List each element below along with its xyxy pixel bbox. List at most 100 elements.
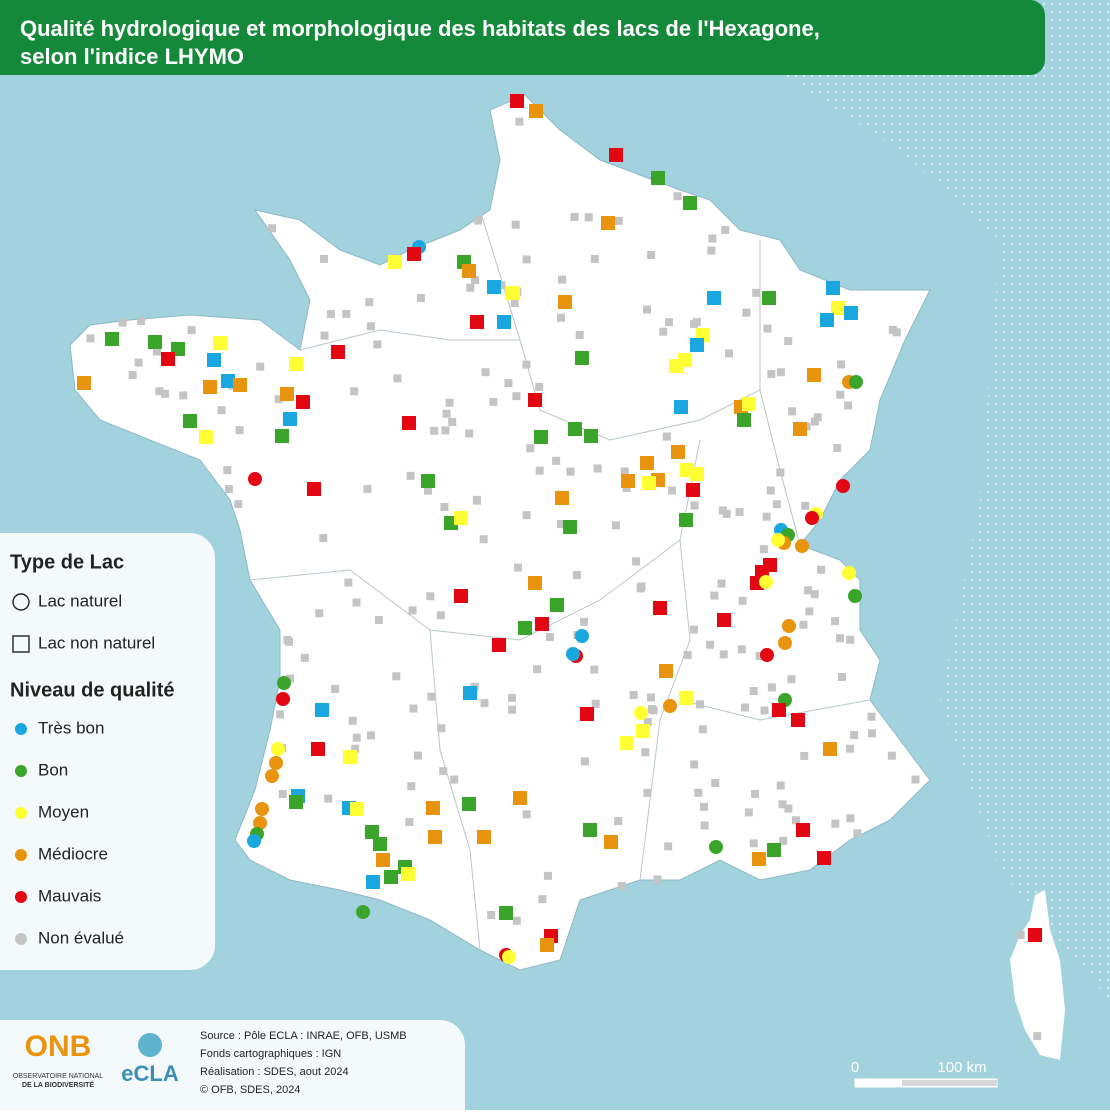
marker [707, 246, 716, 255]
marker [518, 621, 532, 635]
marker [620, 467, 629, 476]
marker [641, 748, 650, 757]
marker [402, 416, 416, 430]
marker [836, 479, 850, 493]
marker [374, 616, 383, 625]
source-line: Source : Pôle ECLA : INRAE, OFB, USMB [200, 1030, 407, 1042]
legend-icon [12, 635, 30, 653]
marker [319, 534, 328, 543]
title-box [0, 0, 1045, 75]
marker [128, 371, 137, 380]
marker [522, 255, 531, 264]
marker [640, 456, 654, 470]
marker [763, 324, 772, 333]
marker [510, 94, 524, 108]
marker [772, 500, 781, 509]
marker [376, 853, 390, 867]
marker [320, 254, 329, 263]
marker [749, 687, 758, 696]
marker [629, 690, 638, 699]
marker [324, 794, 333, 803]
marker [742, 308, 751, 317]
marker [480, 699, 489, 708]
marker [407, 782, 416, 791]
marker [489, 397, 498, 406]
ecla-logo: eCLA [121, 1061, 179, 1086]
marker [778, 636, 792, 650]
marker [590, 665, 599, 674]
marker [276, 710, 285, 719]
ecla-icon [138, 1033, 162, 1057]
scale-bar [855, 1079, 902, 1087]
neighbour-land [700, 0, 1110, 1000]
marker [275, 429, 289, 443]
marker [791, 713, 805, 727]
marker [526, 444, 535, 453]
legend-label: Bon [38, 760, 68, 779]
marker [844, 401, 853, 410]
marker [837, 360, 846, 369]
legend-label: Médiocre [38, 844, 108, 863]
marker [709, 840, 723, 854]
marker [513, 791, 527, 805]
marker [690, 760, 699, 769]
marker [614, 817, 623, 826]
marker [662, 432, 671, 441]
marker [725, 349, 734, 358]
marker [759, 575, 773, 589]
marker [580, 707, 594, 721]
marker [430, 426, 439, 435]
legend-label: Moyen [38, 802, 89, 821]
marker [706, 640, 715, 649]
region-borders [249, 209, 871, 951]
marker [77, 376, 91, 390]
marker [673, 192, 682, 201]
marker [555, 491, 569, 505]
marker [407, 247, 421, 261]
marker [203, 380, 217, 394]
marker [300, 653, 309, 662]
marker [637, 582, 646, 591]
marker [471, 276, 480, 285]
marker [744, 808, 753, 817]
marker [286, 674, 295, 683]
marker [373, 837, 387, 851]
marker [331, 345, 345, 359]
marker [817, 851, 831, 865]
marker [647, 705, 656, 714]
title-line: selon l'indice LHYMO [20, 44, 244, 69]
marker [384, 870, 398, 884]
marker [283, 412, 297, 426]
marker [233, 378, 247, 392]
marker [492, 638, 506, 652]
marker [558, 295, 572, 309]
marker [911, 775, 920, 784]
marker [504, 379, 513, 388]
marker [558, 275, 567, 284]
marker [694, 788, 703, 797]
marker [659, 327, 668, 336]
marker [179, 391, 188, 400]
marker [366, 875, 380, 889]
marker [152, 347, 161, 356]
marker [247, 834, 261, 848]
marker [421, 474, 435, 488]
marker [213, 336, 227, 350]
marker [584, 213, 593, 222]
marker [647, 251, 656, 260]
marker [678, 353, 692, 367]
marker [636, 724, 650, 738]
marker [796, 823, 810, 837]
marker [850, 731, 859, 740]
marker [373, 340, 382, 349]
marker [289, 795, 303, 809]
footer-panel [0, 1020, 465, 1110]
marker [161, 389, 170, 398]
legend-label: Mauvais [38, 886, 101, 905]
marker [591, 699, 600, 708]
marker [450, 775, 459, 784]
marker [274, 395, 283, 404]
marker [568, 422, 582, 436]
marker [315, 609, 324, 618]
marker [683, 196, 697, 210]
